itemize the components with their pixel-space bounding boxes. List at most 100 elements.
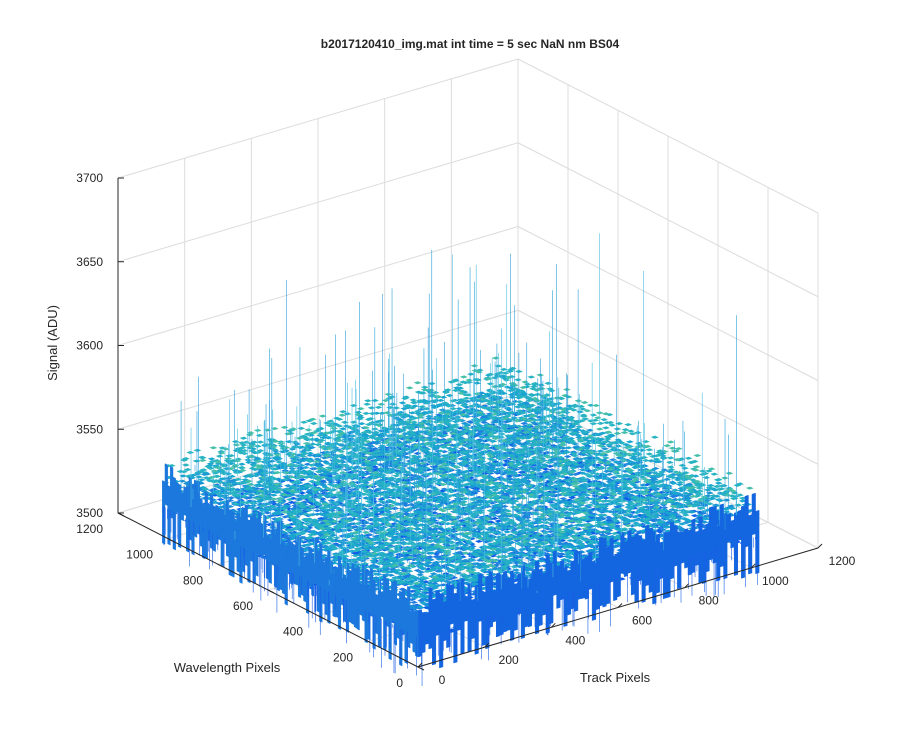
surface-cell xyxy=(311,422,317,424)
surface-cell xyxy=(365,400,371,402)
surface-cell xyxy=(342,421,348,423)
surface-cell xyxy=(463,397,469,399)
surface-cell xyxy=(515,379,521,381)
surface-cell xyxy=(210,447,216,449)
surface-cell xyxy=(545,382,551,384)
surface-cell xyxy=(726,472,732,474)
surface-cell xyxy=(410,399,416,401)
surface-cell xyxy=(610,459,616,461)
surface-cell xyxy=(393,475,399,477)
surface-cell xyxy=(415,452,421,454)
surface-cell xyxy=(685,457,691,459)
surface-cell xyxy=(622,428,628,430)
surface-cell xyxy=(426,415,432,417)
surface-cell xyxy=(664,444,670,446)
surface-cell xyxy=(628,430,634,432)
surface-cell xyxy=(187,451,193,453)
surface-cell xyxy=(305,429,311,431)
surface-cell xyxy=(240,437,246,439)
surface-cell xyxy=(375,406,381,408)
surface-cell xyxy=(716,482,722,484)
surface-cell xyxy=(593,404,599,406)
surface-cell xyxy=(747,487,753,489)
surface-cell xyxy=(339,414,345,416)
surface-cell xyxy=(700,470,706,472)
surface-cell xyxy=(616,422,622,424)
surface-cell xyxy=(183,464,189,466)
surface-cell xyxy=(474,382,480,384)
surface-cell xyxy=(358,407,364,409)
surface-cell xyxy=(343,440,349,442)
surface-cell xyxy=(239,463,245,465)
surface-cell xyxy=(578,405,584,407)
surface-cell xyxy=(419,406,425,408)
surface-cell xyxy=(461,376,467,378)
surface-cell xyxy=(614,432,620,434)
surface-cell xyxy=(378,403,384,405)
surface-cell xyxy=(209,458,215,460)
surface-cell xyxy=(605,516,611,518)
surface-cell xyxy=(229,475,235,477)
surface-cell xyxy=(668,466,674,468)
surface-cell xyxy=(257,441,263,443)
surface-cell xyxy=(422,386,428,388)
surface-cell xyxy=(677,481,683,483)
surface-cell xyxy=(603,457,609,459)
surface-cell xyxy=(456,408,462,410)
surface-cell xyxy=(194,449,200,451)
surface-cell xyxy=(635,431,641,433)
surface-cell xyxy=(646,453,652,455)
surface-cell xyxy=(415,382,421,384)
surface-cell xyxy=(522,381,528,383)
surface-cell xyxy=(432,391,438,393)
surface-cell xyxy=(595,417,601,419)
surface-cell xyxy=(711,473,717,475)
surface-cell xyxy=(643,459,649,461)
surface-cell xyxy=(481,421,487,423)
surface-cell xyxy=(233,444,239,446)
surface-cell xyxy=(456,383,462,385)
surface-cell xyxy=(581,401,587,403)
surface-cell xyxy=(565,455,571,457)
surface-cell xyxy=(537,374,543,376)
surface-cell xyxy=(399,402,405,404)
surface-cell xyxy=(621,431,627,433)
surface-cell xyxy=(597,422,603,424)
surface-cell xyxy=(314,509,320,511)
surface-cell xyxy=(468,373,474,375)
surface-cell xyxy=(364,403,370,405)
surface-cell xyxy=(383,399,389,401)
surface-cell xyxy=(668,441,674,443)
surface-cell xyxy=(580,408,586,410)
surface-cell xyxy=(625,423,631,425)
surface-cell xyxy=(668,457,674,459)
surface-cell xyxy=(614,428,620,430)
surface-cell xyxy=(696,487,702,489)
surface-cell xyxy=(590,422,596,424)
surface-cell xyxy=(217,455,223,457)
surface-cell xyxy=(694,454,700,456)
surface-cell xyxy=(627,441,633,443)
surface-cell xyxy=(493,357,499,359)
surface-cell xyxy=(629,433,635,435)
surface-cell xyxy=(245,459,251,461)
surface-cell xyxy=(590,414,596,416)
surface-cell xyxy=(601,418,607,420)
surface-cell xyxy=(301,421,307,423)
surface-cell xyxy=(703,476,709,478)
surface-cell xyxy=(552,436,558,438)
surface-cell xyxy=(597,428,603,430)
surface-cell xyxy=(299,478,305,480)
surface-cell xyxy=(584,410,590,412)
surface-cell xyxy=(320,415,326,417)
surface-cell xyxy=(185,468,191,470)
surface-cell xyxy=(676,447,682,449)
surface-cell xyxy=(368,407,374,409)
surface-cell xyxy=(455,469,461,471)
surface-cell xyxy=(298,427,304,429)
surface-cell xyxy=(724,499,730,501)
surface-cell xyxy=(466,379,472,381)
surface-cell xyxy=(415,410,421,412)
surface-cell xyxy=(525,383,531,385)
surface-cell xyxy=(407,387,413,389)
